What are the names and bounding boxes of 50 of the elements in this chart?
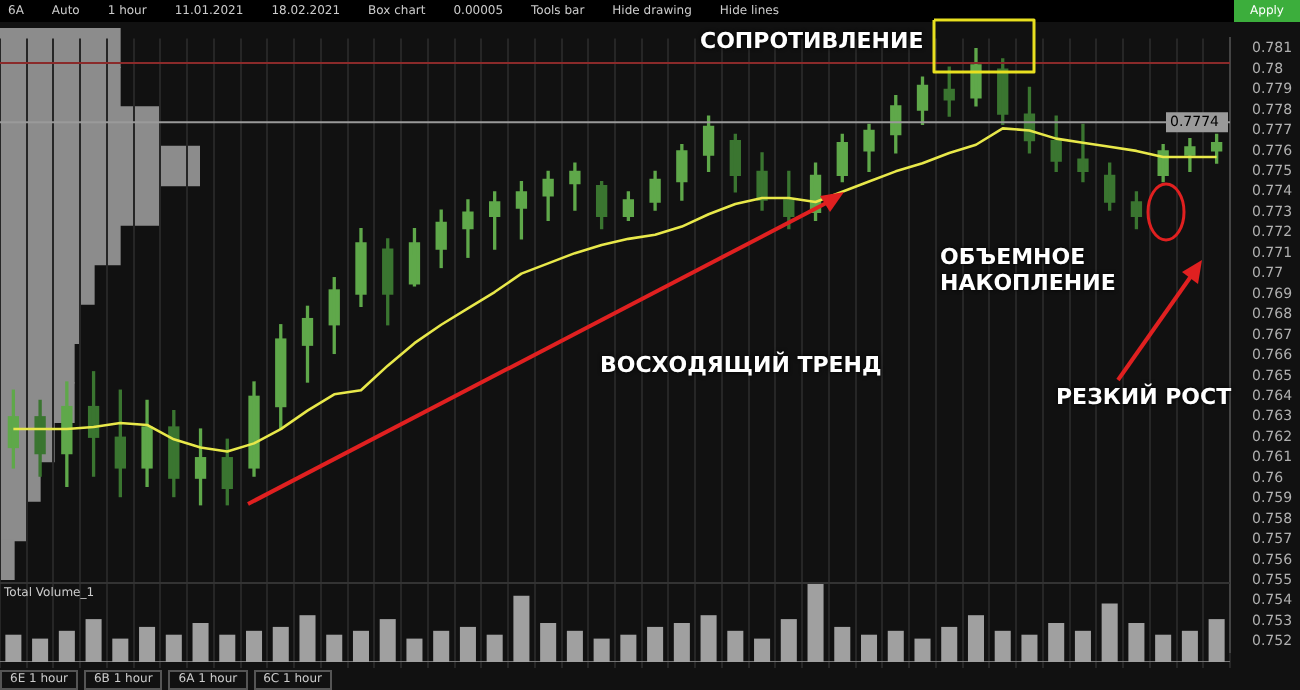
bar <box>834 626 851 662</box>
bar <box>85 619 102 662</box>
bar <box>459 626 476 662</box>
bar <box>994 630 1011 662</box>
bar <box>1048 623 1065 662</box>
bar <box>673 623 690 662</box>
bar <box>379 619 396 662</box>
bar <box>1074 630 1091 662</box>
bar <box>1101 603 1118 662</box>
bar <box>914 638 931 662</box>
bar <box>352 630 369 662</box>
bar <box>780 619 797 662</box>
bar <box>1021 634 1038 662</box>
bar <box>192 623 209 662</box>
bar <box>112 638 129 662</box>
bar <box>406 638 423 662</box>
bar <box>1181 630 1198 662</box>
bar <box>807 584 824 662</box>
bar <box>566 630 583 662</box>
bar <box>887 630 904 662</box>
bar <box>299 615 316 662</box>
bar <box>754 638 771 662</box>
bar <box>620 634 637 662</box>
bar <box>647 626 664 662</box>
bar <box>593 638 610 662</box>
bar <box>326 634 343 662</box>
bar <box>219 634 236 662</box>
bar <box>272 626 289 662</box>
bar <box>139 626 156 662</box>
annotation: ОБЪЕМНОЕ НАКОПЛЕНИЕ <box>940 244 1118 296</box>
bar <box>513 595 530 662</box>
bar <box>941 626 958 662</box>
annotation: РЕЗКИЙ РОСТ <box>1056 384 1232 410</box>
bar <box>727 630 744 662</box>
bar <box>1128 623 1145 662</box>
bar <box>1208 619 1225 662</box>
bar <box>246 630 263 662</box>
bar <box>1155 634 1172 662</box>
bar <box>486 634 503 662</box>
bar <box>58 630 75 662</box>
bar <box>5 634 22 662</box>
bar <box>700 615 717 662</box>
bar <box>967 615 984 662</box>
bar <box>433 630 450 662</box>
bar <box>165 634 182 662</box>
bar <box>540 623 557 662</box>
bar <box>861 634 878 662</box>
bar <box>32 638 49 662</box>
annotation: ВОСХОДЯЩИЙ ТРЕНД <box>600 352 882 378</box>
annotation: СОПРОТИВЛЕНИЕ <box>700 28 924 54</box>
